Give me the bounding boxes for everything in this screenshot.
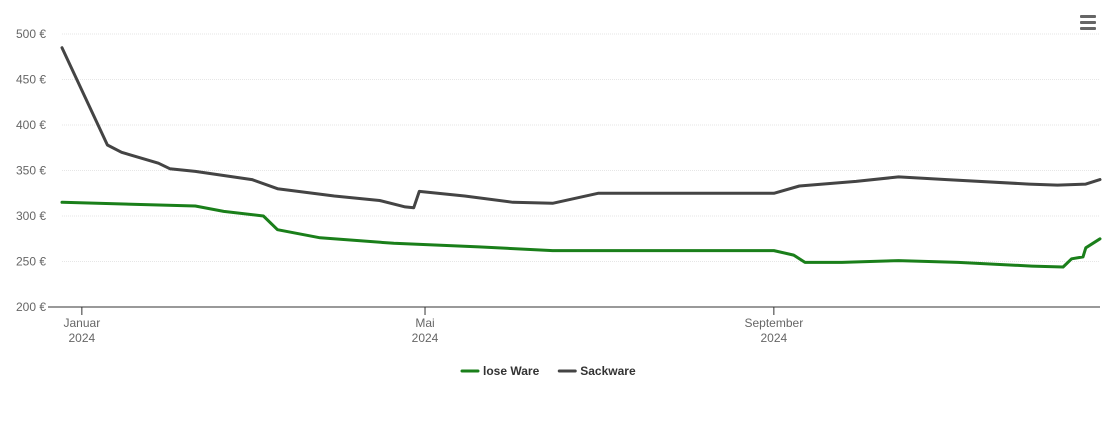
x-tick-year: 2024: [69, 331, 96, 345]
hamburger-menu-bar: [1080, 21, 1096, 24]
y-tick-label: 350 €: [16, 164, 46, 178]
x-tick-year: 2024: [761, 331, 788, 345]
series-line-1: [60, 46, 1102, 210]
x-tick-label: September: [745, 316, 804, 330]
series-line-0: [60, 200, 1102, 269]
y-tick-label: 300 €: [16, 209, 46, 223]
hamburger-menu-icon: [1080, 15, 1096, 18]
y-tick-label: 450 €: [16, 73, 46, 87]
legend-label-0: lose Ware: [483, 364, 540, 378]
legend-label-1: Sackware: [580, 364, 636, 378]
x-tick-year: 2024: [412, 331, 439, 345]
chart-menu-button[interactable]: [1076, 11, 1100, 33]
y-tick-label: 200 €: [16, 300, 46, 314]
x-tick-label: Januar: [64, 316, 101, 330]
y-tick-label: 500 €: [16, 27, 46, 41]
y-tick-label: 250 €: [16, 255, 46, 269]
x-tick-label: Mai: [415, 316, 434, 330]
y-tick-label: 400 €: [16, 118, 46, 132]
hamburger-menu-bar: [1080, 27, 1096, 30]
